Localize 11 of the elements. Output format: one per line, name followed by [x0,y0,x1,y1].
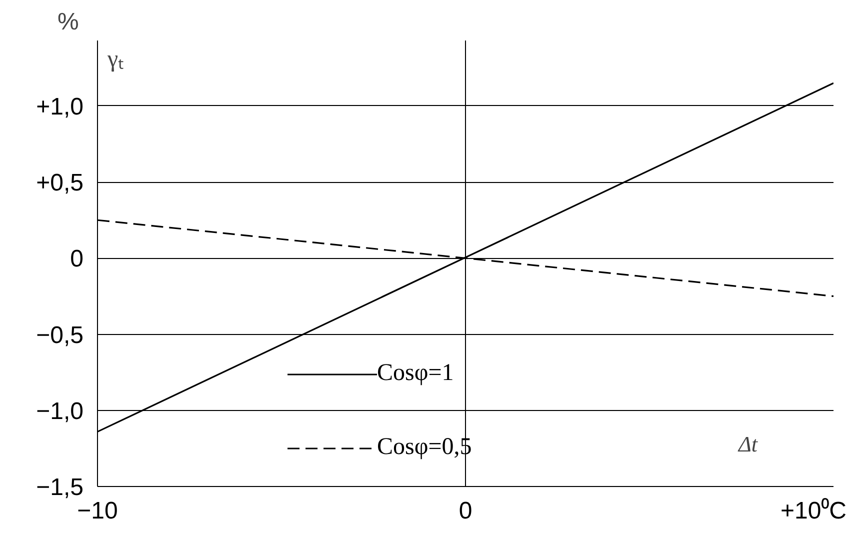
annotation: γₜ [106,46,124,72]
y-tick-label: 0 [70,246,84,273]
x-tick-label: +10⁰C [780,498,846,524]
x-tick-label: 0 [458,498,472,524]
y-axis-title: % [58,8,79,36]
y-tick-label: +0,5 [36,170,84,197]
y-tick-label: −1,0 [36,398,84,425]
legend-label: Cosφ=1 [377,360,454,387]
y-tick-label: −0,5 [36,322,84,349]
x-axis-title: Δt [738,432,758,456]
y-tick-label: +1,0 [36,93,84,120]
